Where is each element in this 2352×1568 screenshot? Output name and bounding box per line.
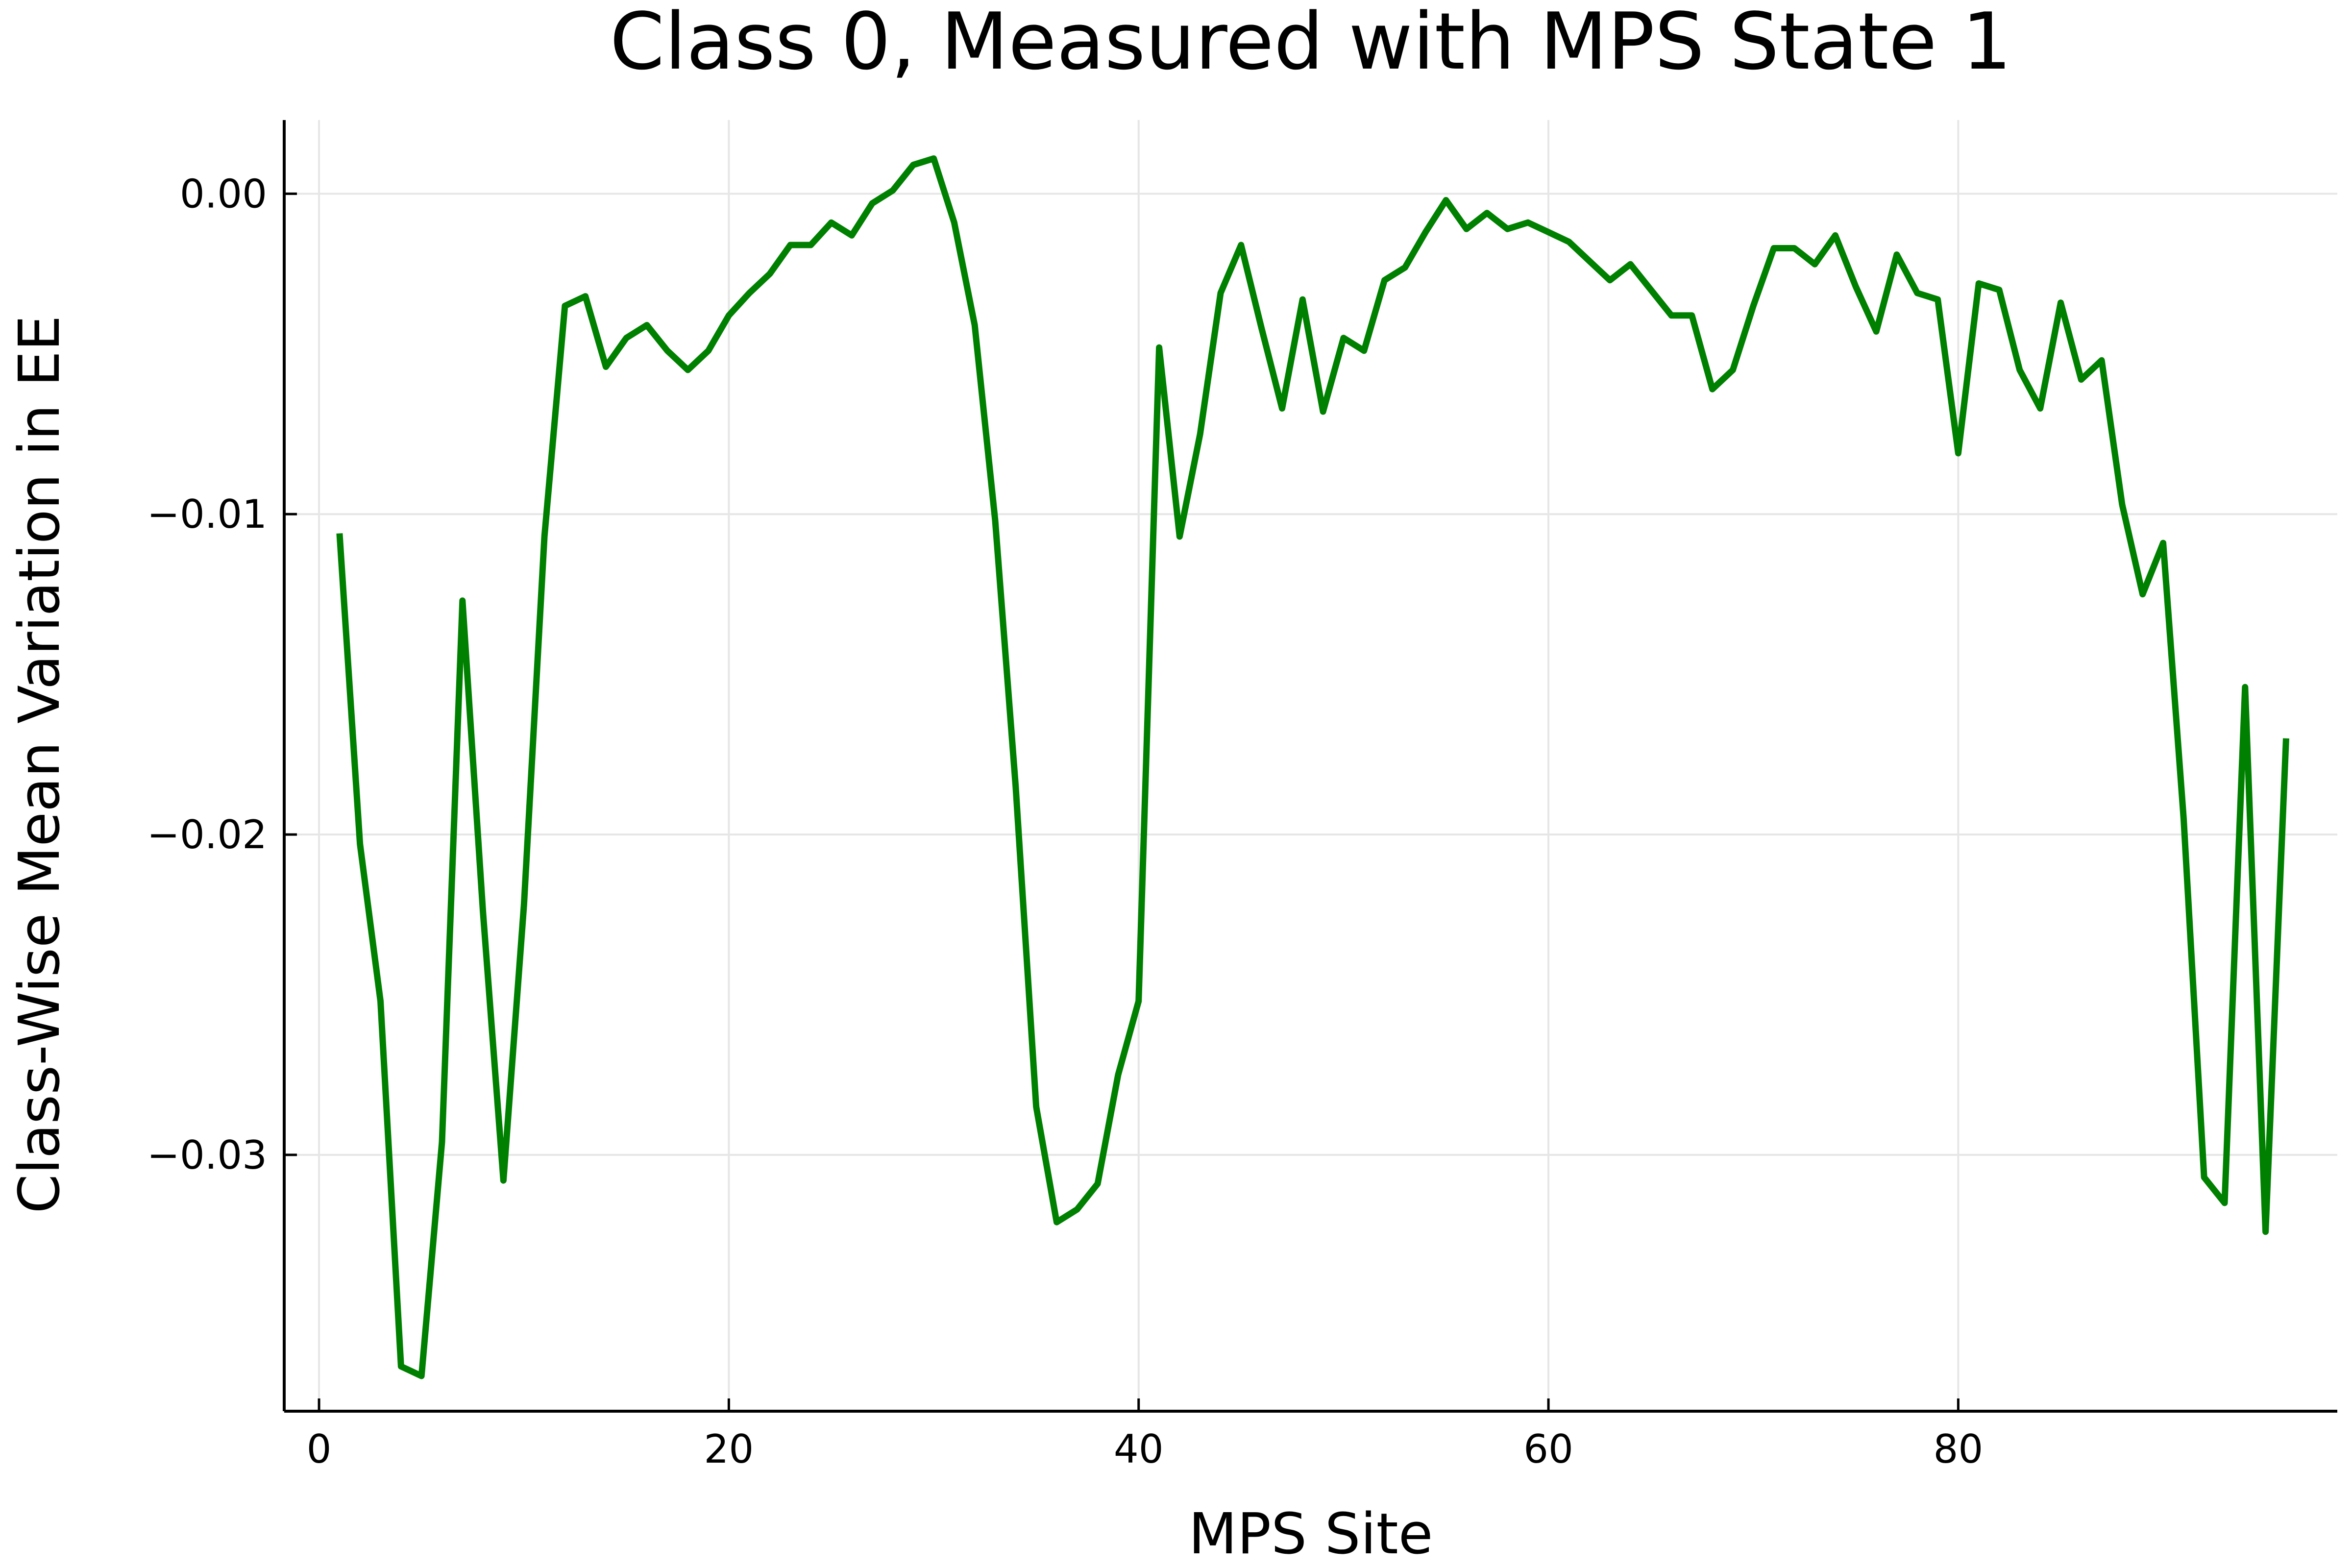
x-tick-label: 40 [1114, 1426, 1164, 1472]
y-tick-label: −0.03 [147, 1132, 267, 1178]
series-line-0 [336, 155, 2289, 1379]
series-layer [336, 155, 2289, 1379]
x-tick-label: 80 [1933, 1426, 1983, 1472]
chart-title: Class 0, Measured with MPS State 1 [610, 0, 2011, 87]
y-tick-label: −0.01 [147, 491, 267, 537]
x-axis-label: MPS Site [1189, 1501, 1433, 1567]
axes [283, 120, 2337, 1413]
x-tick-label: 20 [704, 1426, 754, 1472]
x-tick-label: 60 [1523, 1426, 1573, 1472]
x-tick-label: 0 [307, 1426, 332, 1472]
grid-lines [284, 120, 2337, 1411]
y-tick-label: 0.00 [180, 171, 267, 217]
y-tick-label: −0.02 [147, 812, 267, 858]
y-axis-label: Class-Wise Mean Variation in EE [7, 315, 73, 1213]
ticks: 0 20 40 60 80 0.00 −0.01 −0.02 −0.03 [147, 171, 1983, 1472]
